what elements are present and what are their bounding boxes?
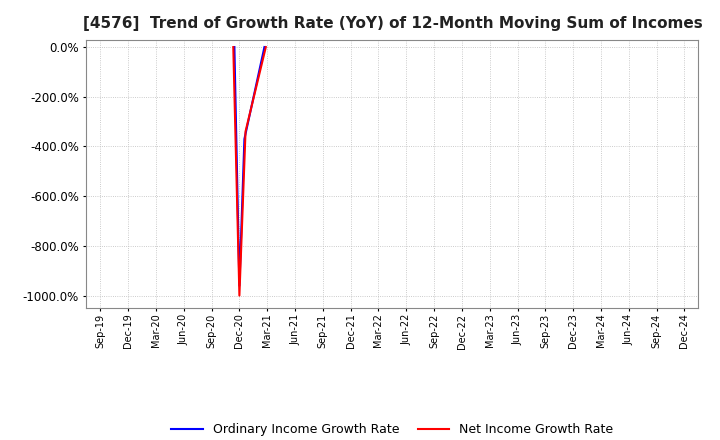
Title: [4576]  Trend of Growth Rate (YoY) of 12-Month Moving Sum of Incomes: [4576] Trend of Growth Rate (YoY) of 12-… xyxy=(83,16,702,32)
Ordinary Income Growth Rate xyxy=(260,44,269,50)
Net Income Growth Rate xyxy=(235,293,243,298)
Net Income Growth Rate xyxy=(229,44,238,50)
Line: Net Income Growth Rate: Net Income Growth Rate xyxy=(233,47,266,296)
Net Income Growth Rate xyxy=(241,129,250,134)
Line: Ordinary Income Growth Rate: Ordinary Income Growth Rate xyxy=(235,47,264,286)
Legend: Ordinary Income Growth Rate, Net Income Growth Rate: Ordinary Income Growth Rate, Net Income … xyxy=(166,418,618,440)
Net Income Growth Rate xyxy=(261,44,270,50)
Ordinary Income Growth Rate xyxy=(240,136,248,142)
Ordinary Income Growth Rate xyxy=(235,283,243,288)
Ordinary Income Growth Rate xyxy=(230,44,239,50)
